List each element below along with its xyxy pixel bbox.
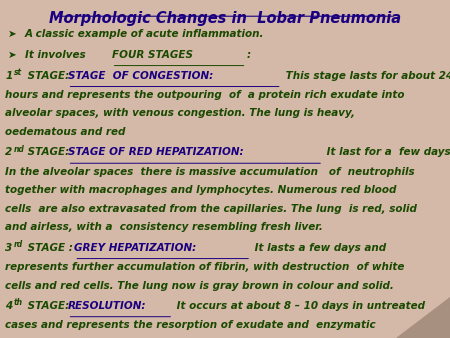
- Text: It involves: It involves: [25, 50, 93, 60]
- Text: th: th: [14, 298, 22, 307]
- Text: STAGE  OF CONGESTION:: STAGE OF CONGESTION:: [68, 71, 213, 81]
- Text: 4: 4: [5, 301, 13, 311]
- Text: This stage lasts for about 24: This stage lasts for about 24: [282, 71, 450, 81]
- Text: 1: 1: [5, 71, 13, 81]
- Text: STAGE:: STAGE:: [24, 71, 69, 81]
- Text: STAGE:: STAGE:: [24, 301, 69, 311]
- Text: STAGE :: STAGE :: [24, 243, 73, 253]
- Text: alveolar spaces, with venous congestion. The lung is heavy,: alveolar spaces, with venous congestion.…: [5, 108, 356, 119]
- Text: rd: rd: [14, 240, 23, 249]
- Text: st: st: [14, 68, 22, 77]
- Text: and airless, with a  consistency resembling fresh liver.: and airless, with a consistency resembli…: [5, 222, 323, 233]
- Polygon shape: [396, 297, 450, 338]
- Text: It lasts a few days and: It lasts a few days and: [251, 243, 386, 253]
- Text: 3: 3: [5, 243, 13, 253]
- Text: hours and represents the outpouring  of  a protein rich exudate into: hours and represents the outpouring of a…: [5, 90, 405, 100]
- Text: In the alveolar spaces  there is massive accumulation   of  neutrophils: In the alveolar spaces there is massive …: [5, 167, 415, 177]
- Text: nd: nd: [14, 145, 24, 154]
- Text: 2: 2: [5, 147, 13, 158]
- Text: represents further accumulation of fibrin, with destruction  of white: represents further accumulation of fibri…: [5, 262, 405, 272]
- Text: STAGE:: STAGE:: [24, 147, 69, 158]
- Text: RESOLUTION:: RESOLUTION:: [68, 301, 146, 311]
- Text: GREY HEPATIZATION:: GREY HEPATIZATION:: [74, 243, 197, 253]
- Text: FOUR STAGES: FOUR STAGES: [112, 50, 193, 60]
- Text: STAGE OF RED HEPATIZATION:: STAGE OF RED HEPATIZATION:: [68, 147, 243, 158]
- Text: ➤: ➤: [8, 29, 17, 39]
- Text: It last for a  few days.: It last for a few days.: [323, 147, 450, 158]
- Text: oedematous and red: oedematous and red: [5, 127, 126, 137]
- Text: cells  are also extravasated from the capillaries. The lung  is red, solid: cells are also extravasated from the cap…: [5, 204, 417, 214]
- Text: cases and represents the resorption of exudate and  enzymatic: cases and represents the resorption of e…: [5, 320, 376, 330]
- Text: ➤: ➤: [8, 50, 17, 60]
- Text: It occurs at about 8 – 10 days in untreated: It occurs at about 8 – 10 days in untrea…: [173, 301, 425, 311]
- Text: A classic example of acute inflammation.: A classic example of acute inflammation.: [25, 29, 264, 39]
- Text: cells and red cells. The lung now is gray brown in colour and solid.: cells and red cells. The lung now is gra…: [5, 281, 394, 291]
- Text: together with macrophages and lymphocytes. Numerous red blood: together with macrophages and lymphocyte…: [5, 185, 397, 195]
- Text: :: :: [247, 50, 251, 60]
- Text: Morphologic Changes in  Lobar Pneumonia: Morphologic Changes in Lobar Pneumonia: [49, 11, 401, 26]
